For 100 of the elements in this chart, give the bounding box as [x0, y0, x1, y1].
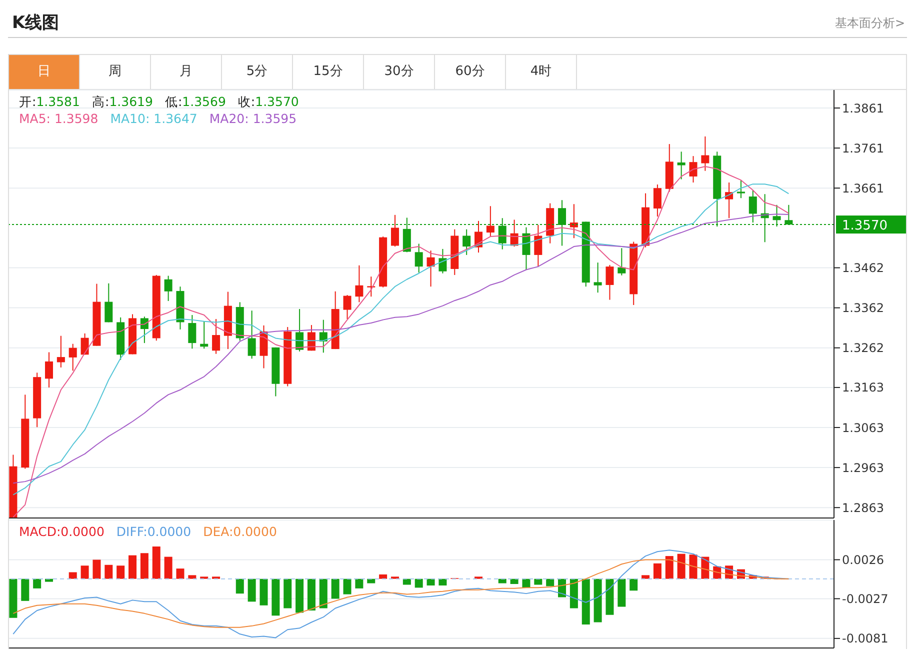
bar	[343, 578, 352, 594]
bar	[9, 578, 18, 618]
text: 60分	[435, 55, 506, 89]
bar	[45, 578, 53, 582]
bar	[570, 578, 578, 608]
bar	[653, 563, 662, 579]
bar	[414, 578, 423, 588]
text: 4时	[506, 55, 577, 89]
bar	[188, 575, 196, 579]
bar	[104, 564, 113, 579]
candlestick	[188, 314, 196, 350]
candlestick	[522, 226, 530, 270]
candlestick	[355, 264, 364, 303]
text: 15分	[293, 55, 364, 89]
bar	[642, 575, 650, 579]
bar	[140, 553, 148, 579]
line-series	[12, 550, 790, 638]
bar	[260, 578, 268, 606]
text: 基本面分析>	[834, 15, 905, 32]
candlestick	[390, 214, 399, 248]
candlestick	[486, 206, 494, 238]
bar	[331, 578, 340, 599]
text: 月	[151, 55, 222, 89]
y-tick-label: 1.3163	[842, 380, 884, 395]
candlestick	[677, 151, 686, 180]
bar	[176, 568, 184, 579]
text: DIFF:0.0000	[116, 524, 192, 539]
series-label: MACD:0.0000	[19, 524, 104, 539]
line-series	[12, 559, 790, 628]
bar	[307, 578, 316, 610]
y-tick-label: -0.0081	[842, 632, 888, 646]
y-tick-label: 1.3063	[842, 420, 884, 435]
text: MA10: 1.3647	[110, 111, 198, 126]
y-tick-label: 0.0026	[842, 552, 884, 567]
text: K线图	[12, 12, 60, 34]
bar	[21, 578, 30, 601]
bar	[248, 578, 256, 602]
bar	[92, 560, 101, 579]
bar	[426, 578, 435, 586]
bar	[677, 554, 686, 579]
bar	[379, 574, 388, 579]
bar	[582, 578, 590, 624]
candlestick	[618, 248, 626, 276]
bar	[284, 578, 292, 608]
bar	[68, 572, 77, 579]
candlestick	[164, 275, 172, 302]
candlestick	[367, 276, 376, 298]
bar	[128, 555, 137, 579]
bar	[438, 578, 447, 586]
bar	[319, 578, 328, 608]
bar	[618, 578, 626, 607]
candlestick	[296, 308, 304, 352]
candlestick	[343, 294, 352, 320]
candlestick	[414, 243, 423, 274]
bar	[272, 578, 280, 616]
candlestick	[56, 335, 65, 368]
candlestick	[606, 264, 614, 300]
candlestick	[570, 204, 578, 239]
bar	[510, 578, 518, 584]
y-tick-label: 1.2863	[842, 500, 884, 515]
bar	[80, 566, 89, 579]
ref-line-label: 1.3570	[842, 218, 888, 234]
candlestick	[534, 224, 542, 268]
bar	[116, 566, 125, 579]
bar	[498, 578, 506, 584]
y-tick-label: 1.3761	[842, 141, 884, 156]
bar	[355, 578, 364, 588]
candlestick	[248, 310, 256, 360]
bar	[296, 578, 304, 613]
candlestick	[594, 262, 602, 294]
text: 30分	[364, 55, 435, 89]
y-tick-label: 1.3661	[842, 181, 884, 196]
candlestick	[689, 156, 698, 183]
candlestick	[736, 180, 745, 199]
annotation: 开:1.3581	[19, 94, 80, 109]
y-tick-label: 1.3262	[842, 341, 884, 356]
text: MA20: 1.3595	[209, 111, 297, 126]
annotation: 低:1.3569	[164, 94, 226, 109]
bar	[33, 578, 42, 588]
text: 日	[9, 55, 80, 89]
y-tick-label: -0.0027	[842, 592, 888, 606]
candlestick	[462, 228, 471, 256]
y-tick-label: 1.2963	[842, 460, 884, 475]
annotation: 高:1.3619	[92, 94, 153, 109]
bar	[164, 556, 172, 579]
bar	[689, 554, 698, 579]
bar	[546, 578, 554, 586]
bar	[665, 556, 674, 579]
y-tick-label: 1.3861	[842, 101, 884, 116]
text: 周	[80, 55, 151, 89]
bar	[594, 578, 602, 622]
text: DEA:0.0000	[203, 524, 277, 539]
candlestick	[319, 319, 328, 354]
candlestick	[104, 282, 113, 323]
bar	[152, 546, 160, 579]
annotation: 收:1.3570	[238, 94, 299, 109]
bar	[630, 578, 638, 591]
candlestick	[426, 250, 435, 288]
candlestick	[212, 318, 220, 354]
candlestick	[68, 343, 77, 372]
